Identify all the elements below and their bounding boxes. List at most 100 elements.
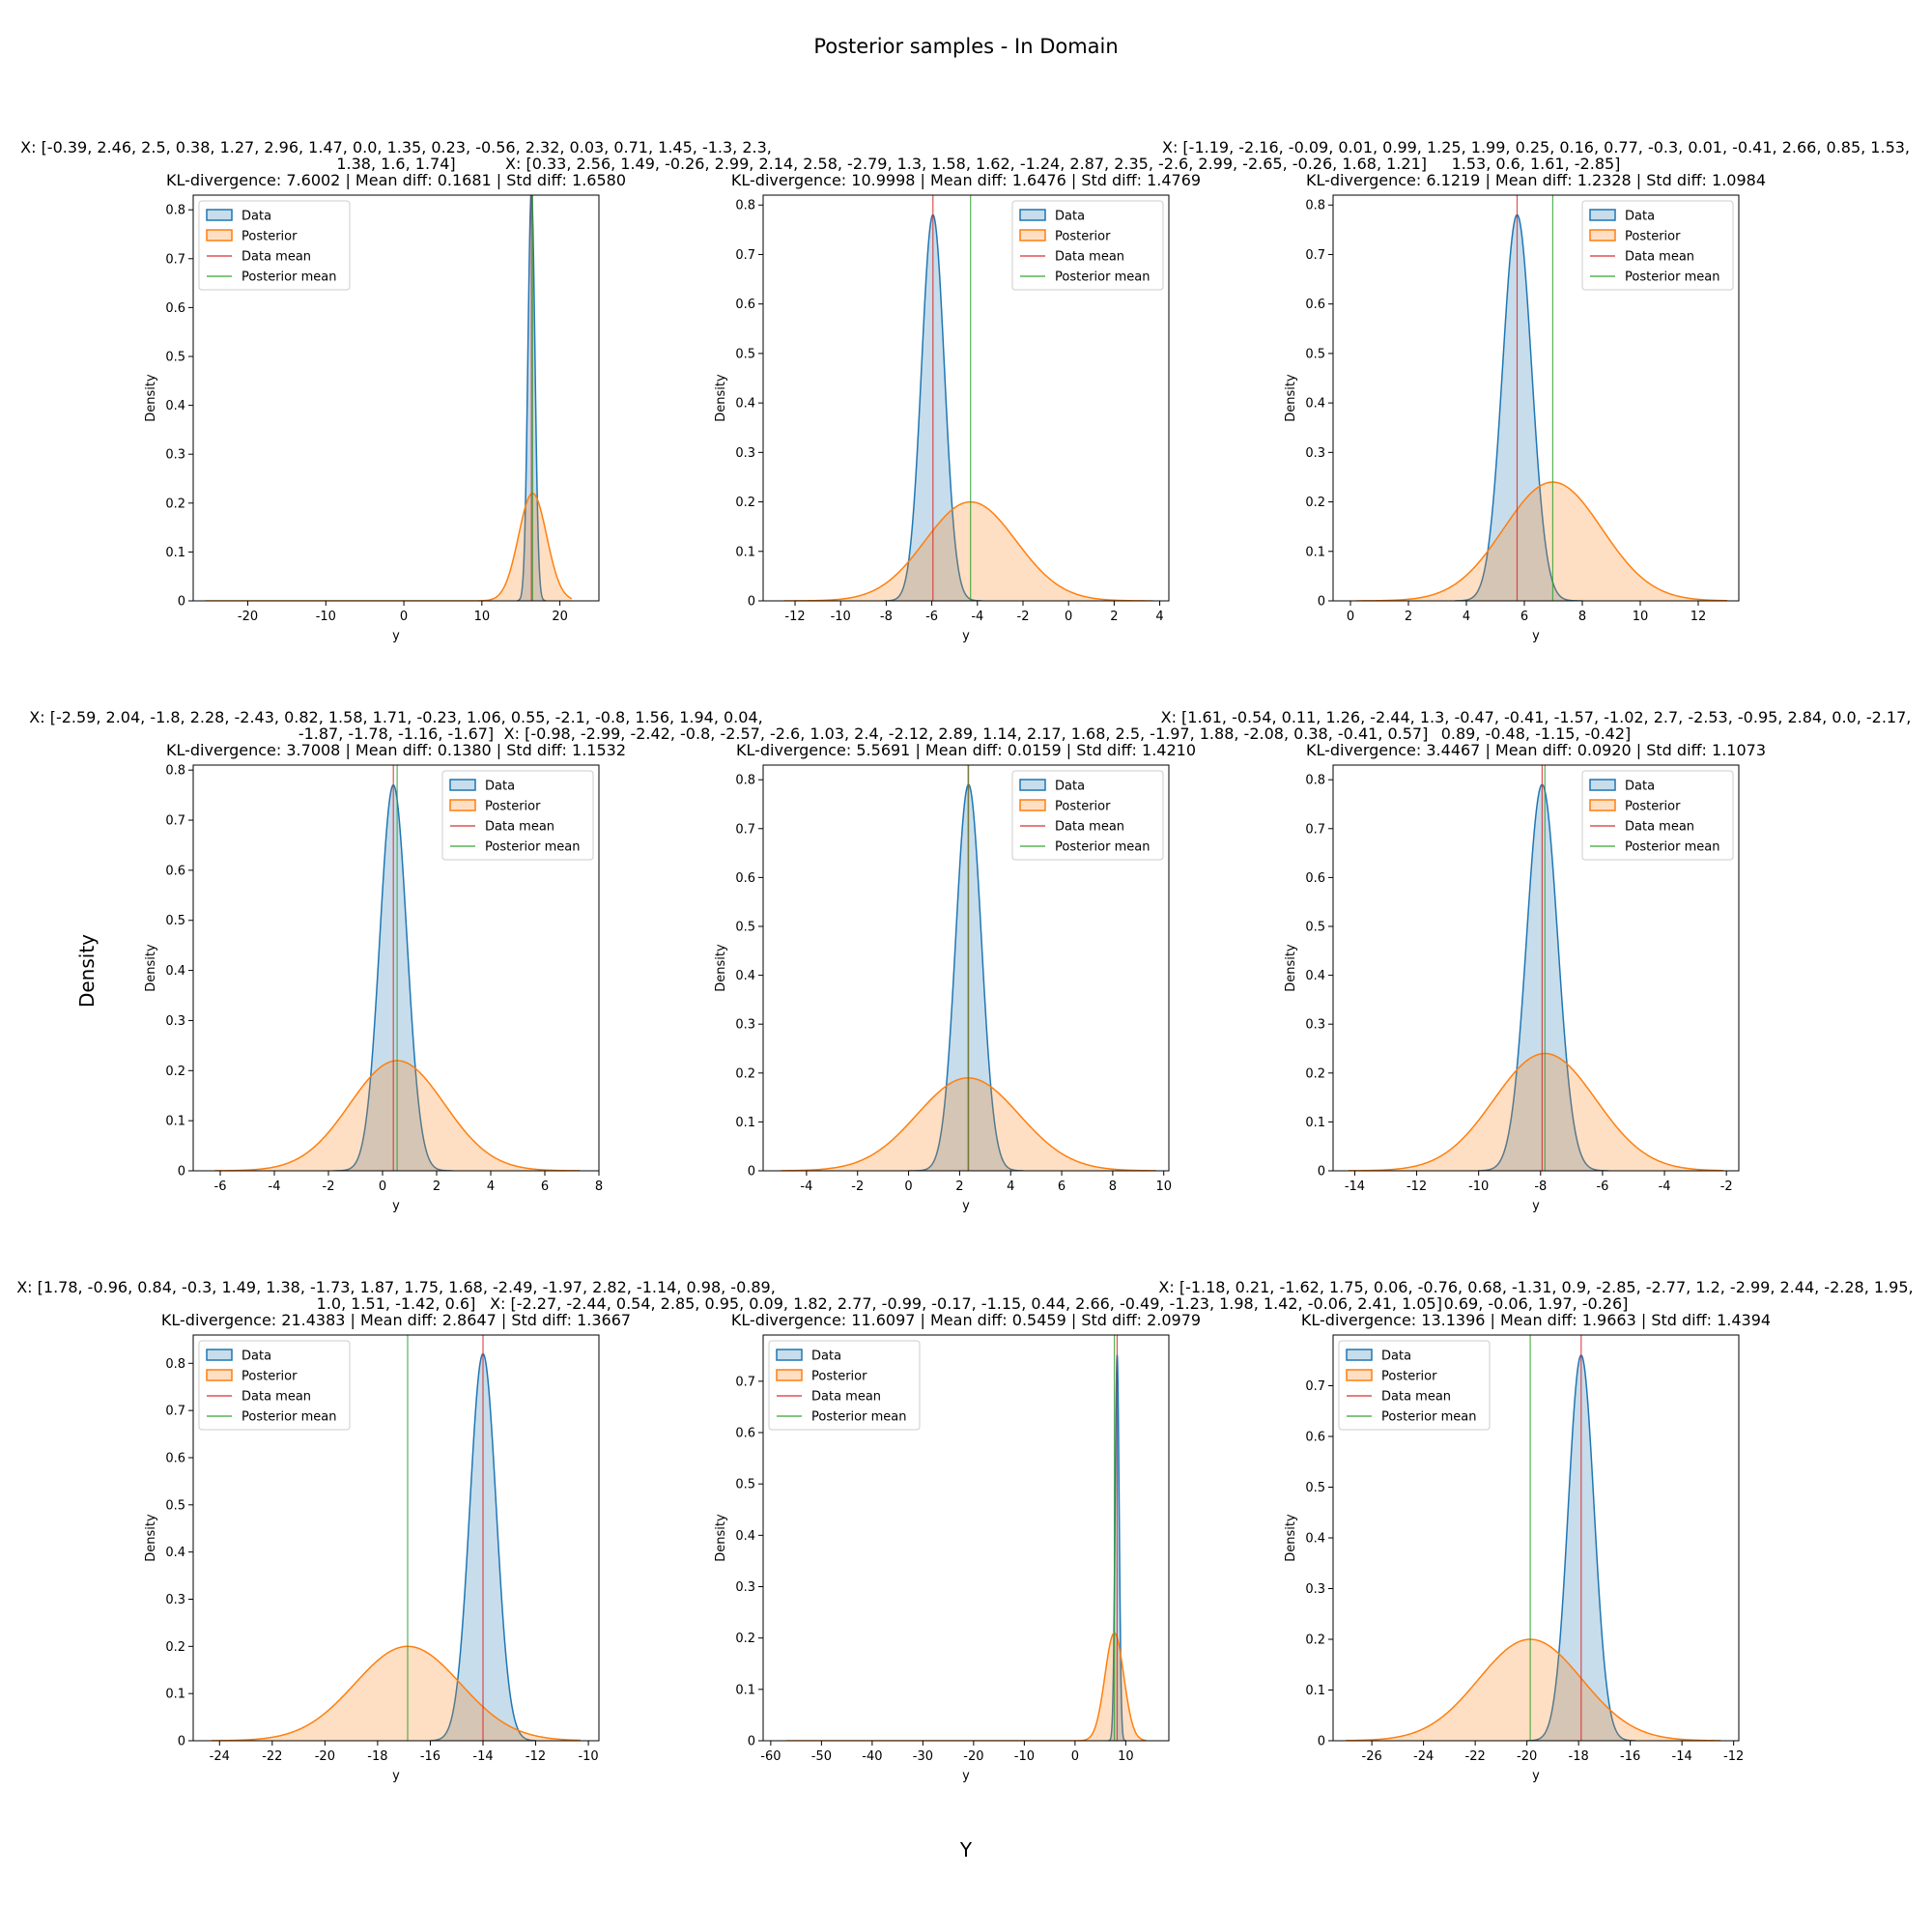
subplot-5: X: [-0.98, -2.99, -2.42, -0.8, -2.57, -2… bbox=[504, 724, 1429, 1213]
legend-label: Posterior mean bbox=[1381, 1410, 1476, 1425]
legend-label: Posterior mean bbox=[242, 1410, 336, 1425]
legend-swatch bbox=[206, 1349, 233, 1361]
subplot-title: KL-divergence: 3.7008 | Mean diff: 0.138… bbox=[166, 741, 626, 759]
y-tick-label: 0.6 bbox=[165, 301, 185, 316]
subplot-title: KL-divergence: 5.5691 | Mean diff: 0.015… bbox=[736, 741, 1196, 759]
y-axis-label: Density bbox=[144, 1514, 158, 1562]
y-tick-label: 0 bbox=[748, 595, 755, 610]
data-density-line bbox=[517, 195, 547, 601]
subplot-8: X: [-2.27, -2.44, 0.54, 2.85, 0.95, 0.09… bbox=[490, 1294, 1442, 1783]
x-tick-label: -12 bbox=[526, 1749, 546, 1764]
posterior-density-area bbox=[1356, 482, 1727, 601]
plot-area bbox=[781, 765, 1156, 1171]
x-axis-label: y bbox=[962, 1769, 970, 1783]
legend-label: Posterior mean bbox=[1625, 270, 1719, 285]
x-tick-label: -10 bbox=[316, 610, 336, 624]
x-tick-label: -18 bbox=[1569, 1749, 1589, 1764]
posterior-density-line bbox=[1355, 481, 1728, 601]
y-tick-label: 0.6 bbox=[165, 1451, 185, 1465]
subplot-x-title: 0.89, -0.48, -1.15, -0.42] bbox=[1441, 724, 1632, 743]
y-tick-label: 0.8 bbox=[165, 764, 185, 779]
x-tick-label: -14 bbox=[1672, 1749, 1692, 1764]
y-tick-label: 0.5 bbox=[1305, 1481, 1325, 1495]
legend: Data Posterior Data mean Posterior mean bbox=[1011, 770, 1164, 861]
y-tick-label: 0.1 bbox=[735, 1116, 755, 1130]
legend-label: Posterior mean bbox=[811, 1410, 906, 1425]
x-tick-label: -4 bbox=[971, 610, 983, 624]
y-tick-label: 0.6 bbox=[1305, 298, 1325, 312]
x-tick-label: -20 bbox=[238, 610, 258, 624]
y-tick-label: 0.5 bbox=[735, 920, 755, 934]
x-tick-label: -22 bbox=[1465, 1749, 1486, 1764]
y-tick-label: 0.5 bbox=[165, 914, 185, 928]
y-tick-label: 0.1 bbox=[1305, 545, 1325, 559]
legend-box bbox=[1581, 200, 1734, 291]
legend-label: Posterior bbox=[811, 1370, 867, 1384]
x-tick-label: 0 bbox=[1065, 610, 1072, 624]
y-tick-label: 0.1 bbox=[735, 545, 755, 559]
y-tick-label: 0.7 bbox=[735, 822, 755, 837]
y-tick-label: 0.8 bbox=[735, 199, 755, 213]
plot-area bbox=[214, 765, 581, 1171]
legend-label: Data bbox=[1055, 210, 1085, 224]
subplot-x-title: 0.69, -0.06, 1.97, -0.26] bbox=[1444, 1294, 1629, 1313]
x-tick-label: -30 bbox=[913, 1749, 933, 1764]
y-tick-label: 0 bbox=[178, 1735, 185, 1749]
legend-label: Posterior bbox=[1381, 1370, 1437, 1384]
legend-swatch bbox=[1346, 1369, 1373, 1381]
legend-label: Posterior bbox=[1625, 800, 1681, 814]
legend-label: Posterior mean bbox=[1055, 270, 1150, 285]
y-tick-label: 0.2 bbox=[735, 496, 755, 510]
y-tick-label: 0.4 bbox=[1305, 969, 1325, 983]
posterior-density-line bbox=[205, 492, 573, 601]
y-tick-label: 0.8 bbox=[165, 204, 185, 218]
x-tick-label: -10 bbox=[578, 1749, 598, 1764]
x-tick-label: -2 bbox=[323, 1179, 335, 1194]
posterior-density-line bbox=[785, 1632, 1147, 1741]
legend-label: Data mean bbox=[242, 1390, 311, 1405]
legend-label: Data mean bbox=[242, 250, 311, 265]
legend-label: Posterior mean bbox=[242, 270, 336, 285]
x-tick-label: 0 bbox=[379, 1179, 386, 1194]
x-tick-label: 10 bbox=[474, 610, 491, 624]
legend-swatch bbox=[449, 779, 476, 791]
data-density-line bbox=[908, 783, 1024, 1171]
y-tick-label: 0.7 bbox=[735, 248, 755, 263]
legend-label: Data mean bbox=[1055, 250, 1124, 265]
subplot-9: X: [-1.18, 0.21, -1.62, 1.75, 0.06, -0.7… bbox=[1158, 1278, 1913, 1783]
y-tick-label: 0.2 bbox=[165, 1640, 185, 1655]
legend-label: Data bbox=[1625, 780, 1655, 794]
legend: Data Posterior Data mean Posterior mean bbox=[1011, 200, 1164, 291]
posterior-density-area bbox=[205, 493, 572, 601]
legend-label: Posterior bbox=[1055, 230, 1111, 244]
plot-area bbox=[212, 1335, 581, 1741]
y-tick-label: 0.1 bbox=[165, 546, 185, 560]
y-tick-label: 0.3 bbox=[1305, 446, 1325, 461]
x-tick-label: -10 bbox=[831, 610, 851, 624]
legend-swatch bbox=[1589, 799, 1616, 811]
legend-swatch bbox=[449, 799, 476, 811]
y-tick-label: 0.5 bbox=[1305, 347, 1325, 361]
subplot-x-title: X: [-1.18, 0.21, -1.62, 1.75, 0.06, -0.7… bbox=[1158, 1278, 1913, 1296]
legend-swatch bbox=[776, 1369, 803, 1381]
x-tick-label: -26 bbox=[1362, 1749, 1382, 1764]
x-tick-label: 12 bbox=[1690, 610, 1707, 624]
legend-swatch bbox=[1589, 209, 1616, 221]
x-tick-label: -14 bbox=[472, 1749, 493, 1764]
legend-label: Posterior bbox=[242, 230, 298, 244]
subplot-2: X: [0.33, 2.56, 1.49, -0.26, 2.99, 2.14,… bbox=[505, 155, 1427, 643]
y-tick-label: 0.6 bbox=[165, 864, 185, 878]
x-tick-label: 8 bbox=[1578, 610, 1586, 624]
y-tick-label: 0.6 bbox=[1305, 871, 1325, 886]
y-tick-label: 0.3 bbox=[165, 1593, 185, 1607]
y-axis-label: Density bbox=[1284, 944, 1298, 992]
subplot-1: X: [-0.39, 2.46, 2.5, 0.38, 1.27, 2.96, … bbox=[20, 138, 772, 643]
y-tick-label: 0.5 bbox=[165, 350, 185, 364]
x-axis-label: y bbox=[392, 629, 400, 643]
legend-swatch bbox=[1019, 229, 1046, 242]
x-tick-label: -20 bbox=[315, 1749, 335, 1764]
posterior-density-line bbox=[783, 500, 1153, 601]
axes-frame bbox=[762, 764, 1170, 1172]
x-tick-label: -10 bbox=[1468, 1179, 1489, 1194]
subplot-x-title: X: [-2.59, 2.04, -1.8, 2.28, -2.43, 0.82… bbox=[29, 708, 762, 726]
